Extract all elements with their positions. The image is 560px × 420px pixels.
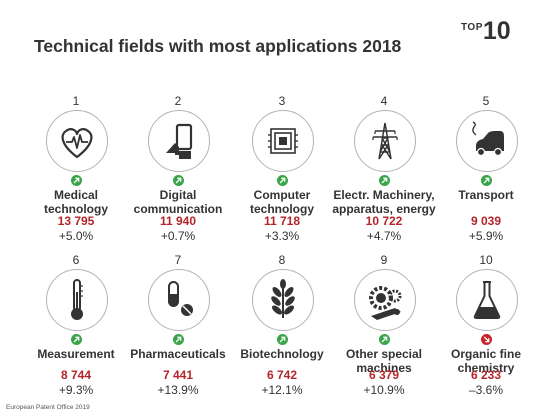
pills-icon [148, 269, 210, 331]
field-name-line: apparatus, energy [332, 202, 436, 216]
field-card: 10 Organic fine chemistry 6 233 –3.6% [434, 253, 538, 413]
field-name: Digital communication [118, 188, 238, 216]
field-rank: 5 [482, 94, 490, 108]
field-name: Biotechnology [222, 347, 342, 361]
field-name: Computer technology [222, 188, 342, 216]
field-rank: 8 [278, 253, 286, 267]
trend-up-icon [276, 334, 288, 345]
field-name: Electr. Machinery, apparatus, energy [324, 188, 444, 216]
top10-badge-number: 10 [482, 17, 511, 45]
trend-up-icon [378, 334, 390, 345]
applications-value: 11 940 [159, 214, 197, 228]
chart-title: Technical fields with most applications … [34, 36, 402, 56]
field-name-line: Transport [458, 188, 514, 202]
field-name-line: Organic fine [450, 347, 521, 361]
machine-gears-icon [354, 269, 416, 331]
applications-value: 10 722 [365, 214, 403, 228]
trend-up-icon [480, 175, 492, 186]
field-rank: 2 [174, 94, 182, 108]
field-rank: 1 [72, 94, 80, 108]
field-name-line: chemistry [457, 361, 515, 375]
growth-value: +4.7% [366, 229, 402, 243]
field-name: Other special machines [324, 347, 444, 375]
field-rank: 10 [479, 253, 493, 267]
trend-up-icon [70, 175, 82, 186]
field-name-line: technology [249, 202, 314, 216]
field-name: Medical technology [16, 188, 136, 216]
growth-value: +9.3% [58, 383, 94, 397]
field-card: 5 Transport 9 039 +5.9% [434, 94, 538, 254]
electric-car-icon [456, 110, 518, 172]
applications-value: 8 744 [60, 368, 92, 382]
field-name-line: Medical [53, 188, 98, 202]
field-card: 4 Electr. Machinery, apparatus, energy 10 7… [332, 94, 436, 254]
field-name-line: Other special [345, 347, 423, 361]
field-rank: 4 [380, 94, 388, 108]
flask-icon [456, 269, 518, 331]
top10-badge: TOP10 [461, 16, 511, 46]
growth-value: +5.9% [468, 229, 504, 243]
field-name: Pharmaceuticals [118, 347, 238, 361]
growth-value: +13.9% [157, 383, 199, 397]
trend-up-icon [70, 334, 82, 345]
footer-source: European Patent Office 2019 [6, 404, 90, 411]
trend-up-icon [378, 175, 390, 186]
field-name-line: technology [43, 202, 108, 216]
field-rank: 6 [72, 253, 80, 267]
growth-value: +0.7% [160, 229, 196, 243]
field-card: 2 Digital communication 11 940 +0.7% [126, 94, 230, 254]
field-name-line: communication [133, 202, 223, 216]
field-name-line: Biotechnology [240, 347, 324, 361]
applications-value: 6 379 [368, 368, 400, 382]
applications-value: 6 742 [266, 368, 298, 382]
field-card: 7 Pharmaceuticals 7 441 +13.9% [126, 253, 230, 413]
field-name: Transport [426, 188, 546, 202]
field-name-line: Computer [253, 188, 311, 202]
field-name-line: Pharmaceuticals [130, 347, 226, 361]
field-name-line: machines [356, 361, 412, 375]
field-name-line: Measurement [37, 347, 115, 361]
applications-value: 11 718 [263, 214, 301, 228]
heart-pulse-icon [46, 110, 108, 172]
thermometer-icon [46, 269, 108, 331]
field-name: Measurement [16, 347, 136, 361]
field-name: Organic fine chemistry [426, 347, 546, 375]
applications-value: 9 039 [470, 214, 502, 228]
field-card: 1 Medical technology 13 795 +5.0% [24, 94, 128, 254]
applications-value: 6 233 [470, 368, 502, 382]
field-rank: 7 [174, 253, 182, 267]
top10-badge-prefix: TOP [461, 22, 483, 33]
applications-value: 13 795 [57, 214, 95, 228]
growth-value: +5.0% [58, 229, 94, 243]
trend-up-icon [172, 334, 184, 345]
growth-value: +12.1% [261, 383, 303, 397]
plant-icon [252, 269, 314, 331]
tablet-hand-icon [148, 110, 210, 172]
field-card: 3 Computer technology 11 718 +3.3% [230, 94, 334, 254]
field-name-line: Digital [159, 188, 197, 202]
field-card: 9 Other special machines 6 379 +10.9% [332, 253, 436, 413]
trend-up-icon [172, 175, 184, 186]
growth-value: –3.6% [468, 383, 504, 397]
power-pylon-icon [354, 110, 416, 172]
trend-down-icon [480, 334, 492, 345]
growth-value: +10.9% [363, 383, 405, 397]
field-card: 6 Measurement 8 744 +9.3% [24, 253, 128, 413]
field-name-line: Electr. Machinery, [333, 188, 435, 202]
field-rank: 3 [278, 94, 286, 108]
field-rank: 9 [380, 253, 388, 267]
chip-icon [252, 110, 314, 172]
trend-up-icon [276, 175, 288, 186]
applications-value: 7 441 [162, 368, 194, 382]
growth-value: +3.3% [264, 229, 300, 243]
field-card: 8 Biotechnology 6 742 +12.1% [230, 253, 334, 413]
